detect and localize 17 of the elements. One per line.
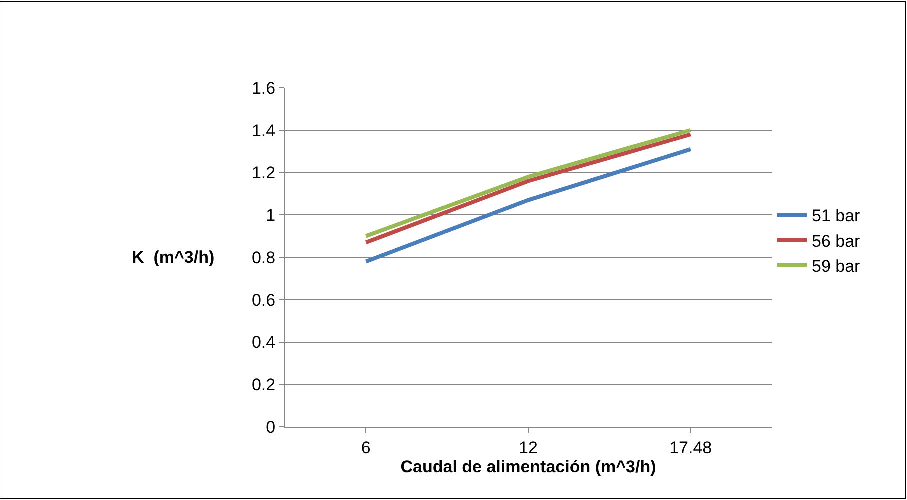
x-tick-label: 12: [519, 438, 538, 458]
y-tick-label: 0.2: [252, 376, 276, 395]
x-tick-label: 17.48: [670, 438, 712, 458]
legend-label: 51 bar: [812, 206, 861, 226]
y-tick-label: 1.4: [252, 121, 276, 140]
y-tick-label: 1.6: [252, 78, 276, 98]
y-tick-label: 0.4: [252, 333, 276, 352]
legend-label: 59 bar: [812, 256, 861, 276]
y-tick-label: 1: [266, 206, 276, 226]
y-tick-label: 0.8: [252, 248, 276, 268]
x-axis-title: Caudal de alimentación (m^3/h): [400, 457, 656, 476]
y-tick-label: 0.6: [252, 290, 276, 310]
y-tick-label: 1.2: [252, 164, 276, 183]
x-tick-label: 6: [361, 438, 371, 458]
y-tick-label: 0: [266, 418, 276, 437]
legend-label: 56 bar: [812, 232, 861, 251]
y-axis-title: K (m^3/h): [132, 248, 215, 267]
